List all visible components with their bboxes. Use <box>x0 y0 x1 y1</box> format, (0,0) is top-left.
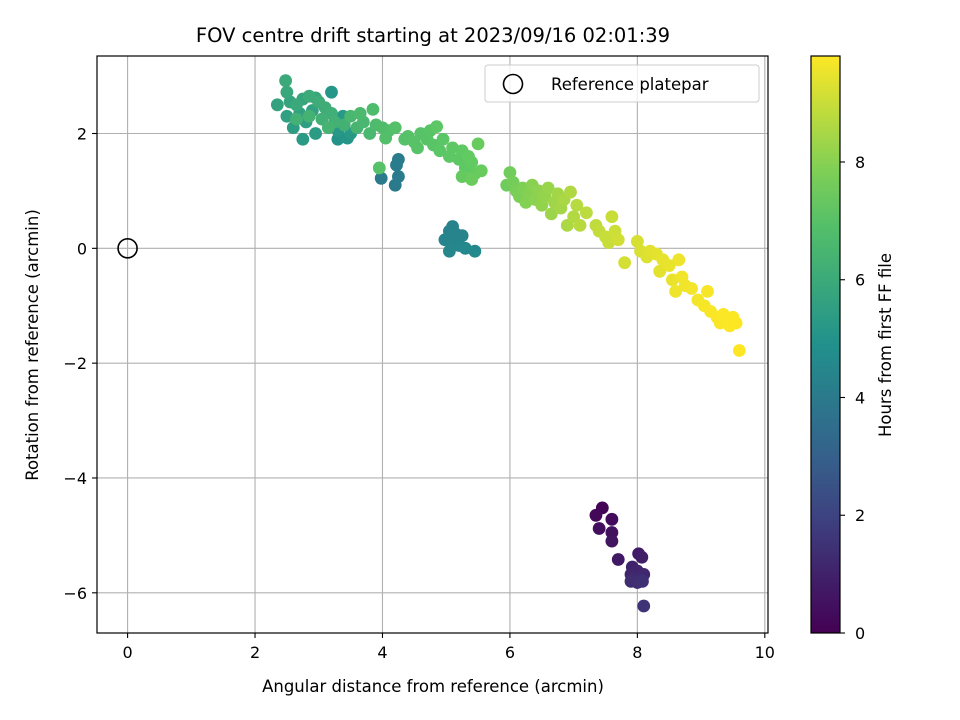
data-point <box>701 284 714 298</box>
data-point <box>611 233 625 247</box>
data-point <box>411 141 424 155</box>
colorbar-tick-label: 0 <box>855 624 865 643</box>
legend-marker <box>502 73 524 95</box>
data-point <box>592 522 606 535</box>
data-point <box>465 155 479 169</box>
data-point <box>672 253 686 267</box>
data-point <box>455 229 469 243</box>
x-tick-label: 10 <box>755 643 775 662</box>
data-point <box>589 508 603 522</box>
data-point <box>374 171 388 185</box>
data-point <box>388 121 402 135</box>
y-tick-label: 2 <box>77 125 87 144</box>
data-point <box>436 132 450 146</box>
legend-box <box>484 64 760 103</box>
data-point <box>605 512 619 526</box>
y-tick-label: −2 <box>63 354 87 373</box>
data-point <box>366 102 380 116</box>
data-points <box>270 74 746 613</box>
data-point <box>685 282 698 295</box>
data-point <box>280 85 294 99</box>
data-point <box>611 553 625 566</box>
colorbar <box>810 55 841 634</box>
data-point <box>570 198 584 212</box>
x-axis-title: Angular distance from reference (arcmin) <box>262 677 604 696</box>
data-point <box>442 244 456 258</box>
x-tick-label: 0 <box>122 643 132 662</box>
legend-label: Reference platepar <box>551 75 709 94</box>
data-point <box>392 152 405 166</box>
data-point <box>433 144 447 158</box>
data-point <box>465 173 479 186</box>
colorbar-tick-label: 6 <box>855 271 865 290</box>
colorbar-tick-label: 2 <box>855 506 865 525</box>
data-point <box>468 244 482 258</box>
x-tick-label: 6 <box>505 643 515 662</box>
chart-title: FOV centre drift starting at 2023/09/16 … <box>196 24 670 47</box>
data-point <box>544 207 558 221</box>
data-point <box>430 120 444 134</box>
data-point <box>290 112 303 126</box>
data-point <box>653 264 667 278</box>
data-point <box>321 121 335 135</box>
data-point <box>325 85 338 99</box>
data-point <box>309 127 322 140</box>
data-point <box>618 256 632 270</box>
data-point <box>392 170 405 183</box>
reference-platepar-marker <box>117 238 138 259</box>
data-point <box>471 137 485 151</box>
colorbar-tick-label: 8 <box>855 153 865 172</box>
data-point <box>573 218 587 232</box>
data-point <box>669 284 683 298</box>
data-point <box>729 316 743 330</box>
data-point <box>662 259 676 272</box>
data-point <box>636 574 649 588</box>
y-tick-label: −4 <box>63 469 87 488</box>
data-point <box>605 210 619 224</box>
colorbar-label: Hours from first FF file <box>876 253 895 437</box>
x-tick-label: 4 <box>377 643 387 662</box>
data-point <box>296 132 310 146</box>
data-point <box>353 107 367 120</box>
data-point <box>474 164 488 178</box>
data-point <box>579 206 593 220</box>
data-point <box>541 181 555 195</box>
y-axis-title: Rotation from reference (arcmin) <box>23 209 42 481</box>
data-point <box>635 550 649 564</box>
y-tick-label: −6 <box>63 584 87 603</box>
x-tick-label: 8 <box>632 643 642 662</box>
data-point <box>605 534 619 548</box>
data-point <box>270 98 284 112</box>
colorbar-ticks: 0 2 4 6 8 <box>840 153 865 643</box>
y-axis-ticks: −6 −4 −2 0 2 <box>63 125 97 603</box>
data-point <box>302 109 316 123</box>
data-point <box>302 89 316 103</box>
legend: Reference platepar <box>484 64 760 103</box>
data-point <box>372 161 386 175</box>
data-point <box>279 74 293 88</box>
x-tick-label: 2 <box>250 643 260 662</box>
data-point <box>564 185 577 199</box>
data-point <box>637 599 651 613</box>
colorbar-tick-label: 4 <box>855 388 865 407</box>
plot-area <box>97 56 768 633</box>
plot-frame <box>96 55 769 634</box>
data-point <box>503 166 517 179</box>
data-point <box>732 344 746 357</box>
data-point <box>630 235 644 248</box>
y-tick-label: 0 <box>77 239 87 258</box>
data-point <box>379 131 393 145</box>
data-point <box>290 98 303 112</box>
x-axis-ticks: 0 2 4 6 8 10 <box>122 633 775 662</box>
